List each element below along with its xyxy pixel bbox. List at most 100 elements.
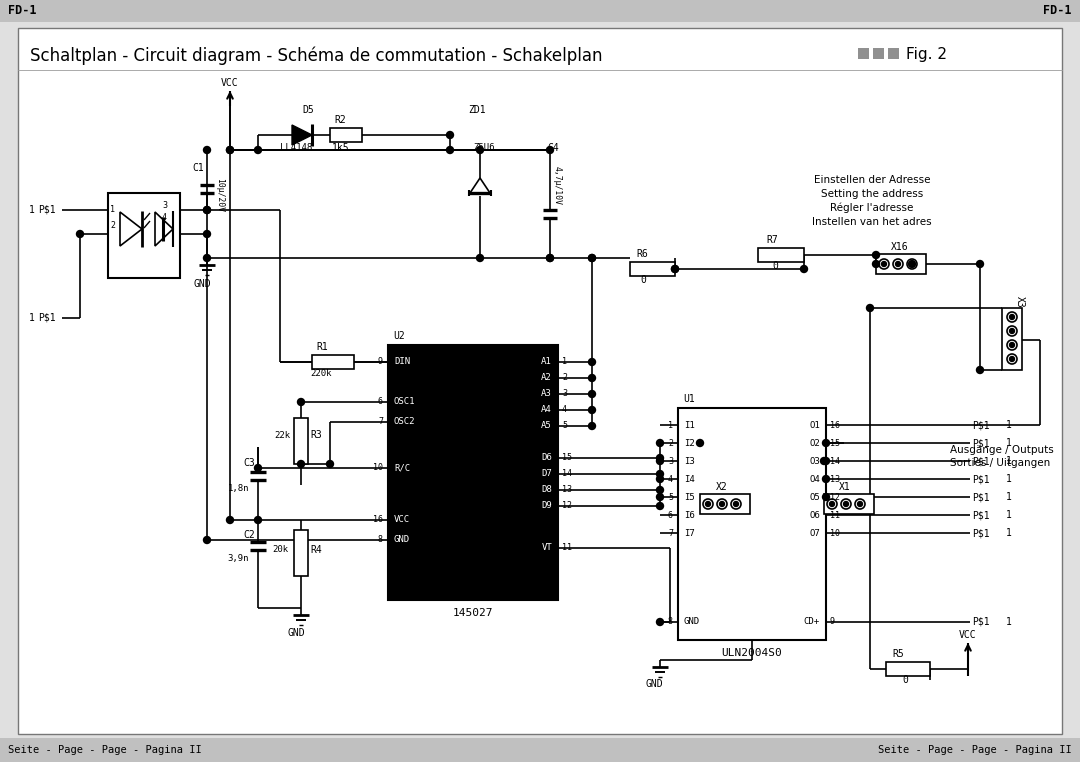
Text: P$1: P$1 [972, 420, 989, 430]
Polygon shape [470, 178, 490, 193]
Text: P$1: P$1 [972, 617, 989, 627]
Circle shape [823, 475, 829, 482]
Text: 1: 1 [669, 421, 673, 430]
Bar [312, 355, 354, 369]
Text: 13: 13 [562, 485, 572, 495]
Text: A1: A1 [541, 357, 552, 367]
Text: I2: I2 [684, 438, 694, 447]
Text: 12: 12 [831, 492, 840, 501]
Bar [886, 662, 930, 676]
Text: D6: D6 [541, 453, 552, 463]
Text: 4,7μ/10V: 4,7μ/10V [553, 165, 562, 204]
Text: C3: C3 [243, 458, 255, 468]
Circle shape [873, 251, 879, 258]
Text: P$1: P$1 [972, 528, 989, 538]
Text: VT: VT [541, 543, 552, 552]
Text: GND: GND [684, 617, 700, 626]
Circle shape [823, 440, 829, 447]
Circle shape [297, 399, 305, 405]
Circle shape [855, 499, 865, 509]
Text: 9: 9 [831, 617, 835, 626]
Text: 1: 1 [1005, 420, 1012, 430]
Circle shape [657, 486, 663, 494]
Text: R/C: R/C [394, 463, 410, 472]
Circle shape [589, 358, 595, 366]
Circle shape [827, 499, 837, 509]
Text: Seite - Page - Page - Pagina II: Seite - Page - Page - Pagina II [8, 745, 202, 755]
Text: P$1: P$1 [972, 456, 989, 466]
Bar [758, 248, 804, 262]
Bar [700, 494, 750, 514]
Circle shape [829, 501, 835, 507]
Bar [388, 345, 558, 600]
Circle shape [446, 146, 454, 153]
Text: C4: C4 [546, 143, 558, 153]
Text: I7: I7 [684, 529, 694, 537]
Circle shape [873, 261, 879, 267]
Text: D5: D5 [302, 105, 314, 115]
Bar [858, 48, 869, 59]
Circle shape [657, 502, 663, 510]
Circle shape [326, 460, 334, 468]
Text: ZD1: ZD1 [468, 105, 486, 115]
Circle shape [1007, 326, 1017, 336]
Circle shape [446, 132, 454, 139]
Text: 11: 11 [562, 543, 572, 552]
Text: 8: 8 [378, 536, 383, 545]
Circle shape [657, 457, 663, 465]
Text: 6: 6 [378, 398, 383, 406]
Text: 6: 6 [669, 511, 673, 520]
Text: 4: 4 [162, 213, 167, 223]
Circle shape [976, 261, 984, 267]
Text: I4: I4 [684, 475, 694, 484]
Circle shape [203, 255, 211, 261]
Text: R3: R3 [310, 430, 322, 440]
Text: 3: 3 [562, 389, 567, 399]
Text: D7: D7 [541, 469, 552, 479]
Bar [0, 0, 1080, 22]
Circle shape [297, 460, 305, 468]
Text: 0: 0 [902, 675, 908, 685]
Text: I6: I6 [684, 511, 694, 520]
Text: X3: X3 [1015, 296, 1025, 308]
Text: 2: 2 [562, 373, 567, 383]
Text: P$1: P$1 [972, 474, 989, 484]
Circle shape [823, 457, 829, 465]
Circle shape [227, 146, 233, 153]
Text: 1: 1 [1005, 510, 1012, 520]
Circle shape [255, 517, 261, 523]
Bar [294, 418, 308, 464]
Circle shape [546, 146, 554, 153]
Circle shape [858, 501, 863, 507]
Bar [678, 408, 826, 640]
Text: P$1: P$1 [972, 438, 989, 448]
Circle shape [203, 146, 211, 153]
Circle shape [255, 146, 261, 153]
Text: 1: 1 [1005, 474, 1012, 484]
Bar [888, 48, 899, 59]
Text: 1,8n: 1,8n [228, 484, 249, 492]
Text: 16: 16 [373, 516, 383, 524]
Circle shape [589, 374, 595, 382]
Text: 1: 1 [1005, 438, 1012, 448]
Text: O6: O6 [809, 511, 820, 520]
Circle shape [1007, 312, 1017, 322]
Text: I3: I3 [684, 456, 694, 466]
Text: R1: R1 [316, 342, 327, 352]
Text: A3: A3 [541, 389, 552, 399]
Text: U1: U1 [683, 394, 694, 404]
Bar [108, 193, 180, 278]
Text: OSC1: OSC1 [394, 398, 416, 406]
Text: VCC: VCC [394, 516, 410, 524]
Circle shape [657, 475, 663, 482]
Text: 11: 11 [831, 511, 840, 520]
Text: 14: 14 [831, 456, 840, 466]
Circle shape [589, 390, 595, 398]
Circle shape [841, 499, 851, 509]
Circle shape [1010, 315, 1014, 319]
Text: O5: O5 [809, 492, 820, 501]
Text: 5: 5 [669, 492, 673, 501]
Text: O4: O4 [809, 475, 820, 484]
Text: 0: 0 [772, 261, 778, 271]
Polygon shape [292, 125, 312, 145]
